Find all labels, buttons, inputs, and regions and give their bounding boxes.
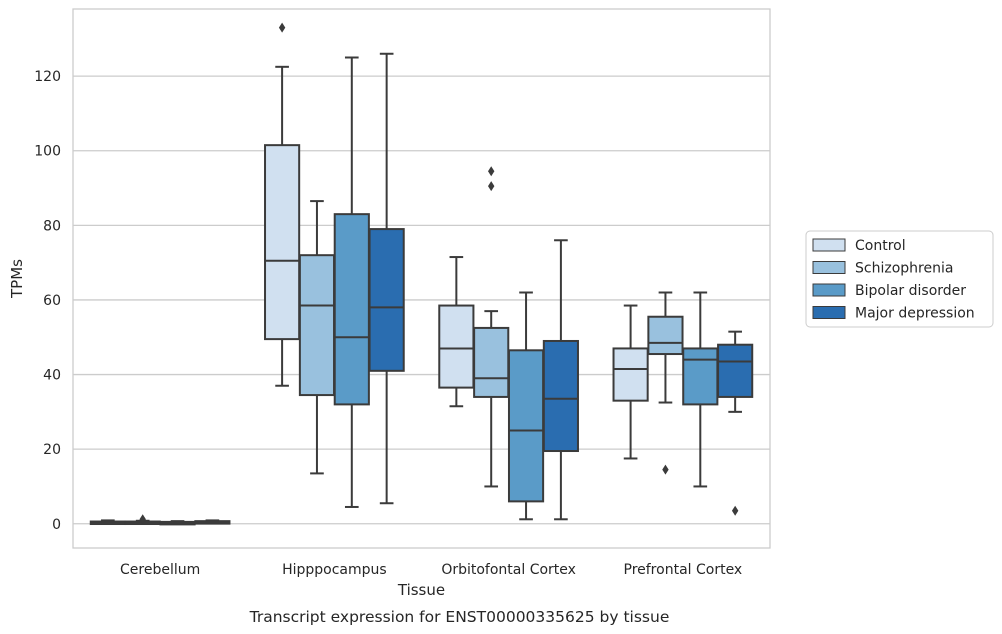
box (507, 291, 545, 521)
box-body (438, 304, 475, 389)
legend: Control Schizophrenia Bipolar disorder Majo… (805, 230, 994, 328)
y-axis-ticks: 0 20 40 60 80 100 120 (34, 69, 61, 533)
x-tick-label: Orbitofontal Cortex (441, 562, 576, 578)
legend-label: Control (855, 238, 906, 254)
y-tick-label: 0 (52, 517, 61, 533)
legend-swatch (812, 261, 846, 274)
x-tick-label: Prefrontal Cortex (624, 562, 743, 578)
box (717, 330, 754, 516)
legend-swatch (812, 238, 846, 252)
x-tick-label: Hipppocampus (282, 562, 387, 578)
y-tick-label: 80 (43, 218, 61, 234)
legend-label: Schizophrenia (855, 261, 953, 277)
box-body (264, 144, 301, 341)
box (124, 514, 161, 526)
y-axis-label: TPMs (8, 259, 26, 299)
box-body (647, 315, 684, 356)
y-tick-label: 60 (43, 293, 61, 309)
box (542, 239, 579, 521)
gridlines (73, 75, 770, 525)
legend-swatch (812, 283, 846, 297)
box-body (542, 339, 579, 453)
legend-frame (805, 230, 994, 328)
box (333, 56, 370, 508)
legend-label: Bipolar disorder (855, 283, 966, 299)
box-body (473, 326, 510, 398)
x-axis-ticks: Cerebellum Hipppocampus Orbitofontal Corte… (120, 562, 742, 578)
y-tick-label: 120 (34, 69, 61, 85)
box-body (368, 228, 405, 372)
outlier-point (488, 166, 495, 177)
outlier-point (662, 464, 669, 475)
box-body (507, 349, 545, 503)
box (438, 256, 475, 408)
outlier-point (488, 181, 495, 192)
box (194, 519, 231, 525)
outlier-point (731, 505, 739, 516)
box (264, 22, 301, 387)
box (647, 291, 684, 475)
box-body (717, 343, 754, 398)
box (89, 519, 126, 526)
box-body (612, 347, 649, 402)
legend-label: Major depression (855, 306, 975, 322)
outlier-point (139, 514, 146, 525)
x-tick-label: Cerebellum (120, 562, 200, 578)
box-plot-series (89, 22, 754, 526)
box-body (682, 347, 719, 406)
x-axis-label: Tissue (397, 581, 445, 599)
box (159, 520, 196, 526)
box-body (333, 213, 370, 406)
legend-swatch (812, 306, 846, 319)
box-body (298, 254, 336, 397)
outlier-point (278, 22, 286, 33)
box (368, 52, 405, 505)
box (473, 166, 510, 488)
box (682, 291, 719, 488)
box (298, 200, 336, 475)
y-tick-label: 40 (43, 368, 61, 384)
chart-caption: Transcript expression for ENST0000033562… (249, 608, 670, 626)
y-tick-label: 20 (43, 442, 61, 458)
box (612, 304, 649, 460)
y-tick-label: 100 (34, 144, 61, 160)
plot-frame (72, 8, 771, 549)
